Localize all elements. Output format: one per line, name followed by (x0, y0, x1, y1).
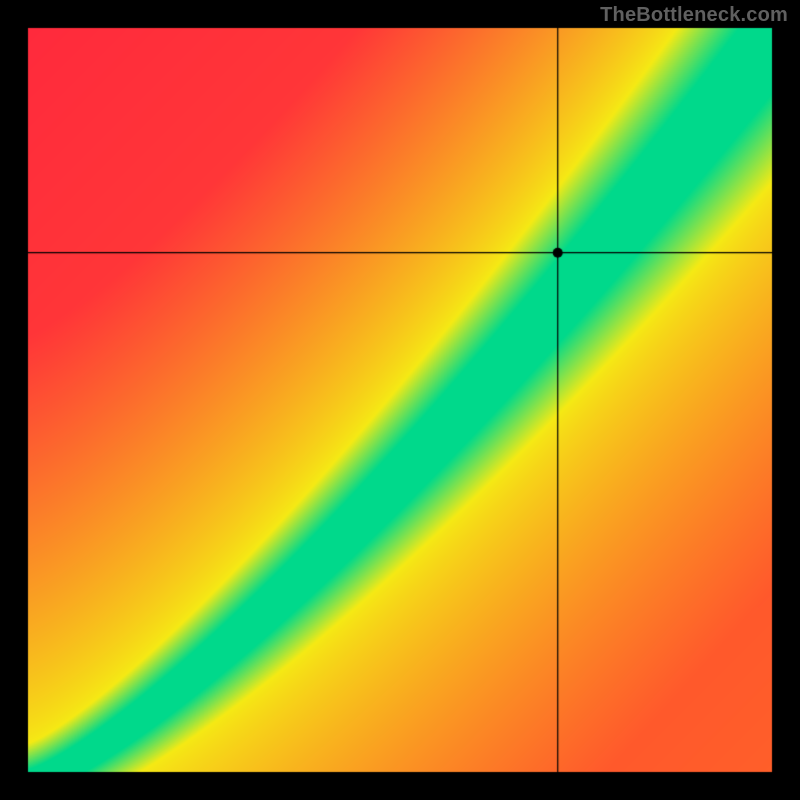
watermark-text: TheBottleneck.com (600, 4, 788, 27)
bottleneck-heatmap (0, 0, 800, 800)
